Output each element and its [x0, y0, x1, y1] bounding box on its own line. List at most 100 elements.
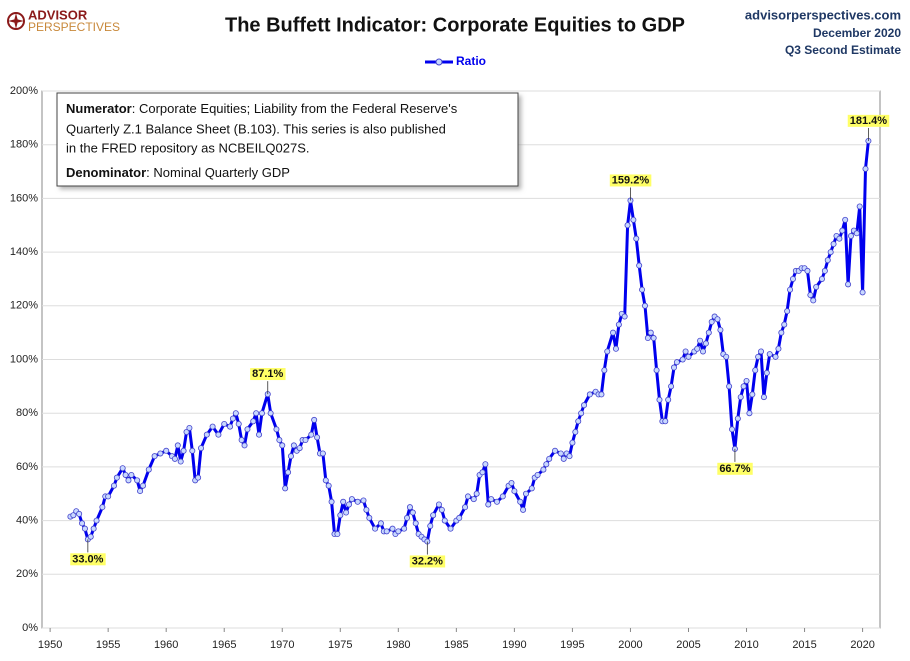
data-point: [723, 353, 730, 360]
annotation-label: 33.0%: [72, 553, 103, 565]
data-point: [328, 498, 335, 505]
note-frame: [56, 92, 519, 187]
x-tick-label: 1990: [502, 639, 526, 651]
annotation-label: 87.1%: [252, 368, 283, 380]
source: advisorperspectives.com: [745, 7, 901, 22]
data-point: [137, 488, 144, 495]
note-line: : Corporate Equities; Liability from the…: [132, 101, 458, 116]
data-point: [464, 493, 471, 500]
data-point: [253, 410, 260, 417]
data-point: [557, 450, 564, 457]
data-point: [830, 241, 837, 248]
annotation-label: 66.7%: [719, 463, 750, 475]
series-line: [69, 140, 870, 543]
data-point: [694, 345, 701, 352]
data-point: [604, 348, 611, 355]
y-tick-label: 0%: [22, 622, 38, 634]
data-point: [79, 520, 86, 527]
annotation-bg: [70, 553, 106, 566]
note-label: Numerator: [66, 101, 132, 116]
x-tick-label: 1975: [328, 639, 352, 651]
data-point: [787, 286, 794, 293]
note-line: Quarterly Z.1 Balance Sheet (B.103). Thi…: [66, 121, 446, 136]
data-point: [522, 490, 529, 497]
data-point: [758, 348, 765, 355]
data-point: [737, 394, 744, 401]
data-point: [836, 235, 843, 242]
data-point: [493, 498, 500, 505]
data-point: [726, 383, 733, 390]
data-point: [818, 275, 825, 282]
data-point: [134, 477, 141, 484]
grid: [42, 90, 880, 632]
data-point: [354, 498, 361, 505]
data-point: [110, 482, 117, 489]
data-point: [540, 466, 547, 473]
data-point: [435, 501, 442, 508]
data-point: [119, 465, 126, 472]
data-point: [345, 501, 352, 508]
data-point: [427, 522, 434, 529]
data-point: [804, 267, 811, 274]
data-point: [717, 326, 724, 333]
data-point: [343, 509, 350, 516]
data-point: [232, 410, 239, 417]
note-label: Denominator: [66, 165, 146, 180]
data-point: [441, 517, 448, 524]
data-point: [615, 321, 622, 328]
data-point: [360, 497, 367, 504]
data-point: [575, 418, 582, 425]
logo-text: PERSPECTIVES: [28, 20, 120, 34]
y-tick-label: 120%: [10, 300, 38, 312]
logo-icon: [8, 13, 24, 29]
x-tick-label: 1965: [212, 639, 236, 651]
data-point: [473, 490, 480, 497]
data-point: [708, 318, 715, 325]
data-point: [485, 501, 492, 508]
data-point: [430, 512, 437, 519]
data-point: [401, 525, 408, 532]
data-point: [186, 424, 193, 431]
data-point: [383, 528, 390, 535]
x-tick-label: 1980: [386, 639, 410, 651]
data-point: [702, 340, 709, 347]
x-tick-label: 1955: [96, 639, 120, 651]
data-point: [508, 480, 515, 487]
data-point: [235, 420, 242, 427]
data-point: [90, 525, 97, 532]
data-point: [250, 418, 257, 425]
data-point: [729, 426, 736, 433]
data-point: [221, 420, 228, 427]
data-point: [656, 396, 663, 403]
annotation-label: 181.4%: [850, 115, 888, 127]
data-point: [482, 461, 489, 468]
legend: Ratio: [425, 54, 486, 68]
data-point: [122, 471, 129, 478]
data-point: [810, 297, 817, 304]
data-point: [377, 520, 384, 527]
data-point: [99, 504, 106, 511]
annotation-bg: [609, 174, 652, 187]
x-tick-label: 2000: [618, 639, 642, 651]
note-text: Denominator: Nominal Quarterly GDP: [66, 165, 290, 180]
x-tick-label: 1970: [270, 639, 294, 651]
data-point: [766, 351, 773, 358]
data-point: [227, 423, 234, 430]
data-point: [406, 504, 413, 511]
logo-text: ADVISOR: [28, 7, 88, 22]
data-point: [665, 396, 672, 403]
data-point: [308, 431, 315, 438]
data-point: [372, 525, 379, 532]
data-point: [789, 275, 796, 282]
data-point: [566, 453, 573, 460]
data-point: [302, 437, 309, 444]
data-point: [125, 477, 132, 484]
x-tick-label: 1950: [38, 639, 62, 651]
data-point: [673, 359, 680, 366]
data-point: [177, 458, 184, 465]
data-point: [438, 506, 445, 513]
data-point: [203, 431, 210, 438]
data-point: [311, 416, 318, 423]
note-box: Numerator: Corporate Equities; Liability…: [56, 92, 519, 187]
data-point: [668, 383, 675, 390]
